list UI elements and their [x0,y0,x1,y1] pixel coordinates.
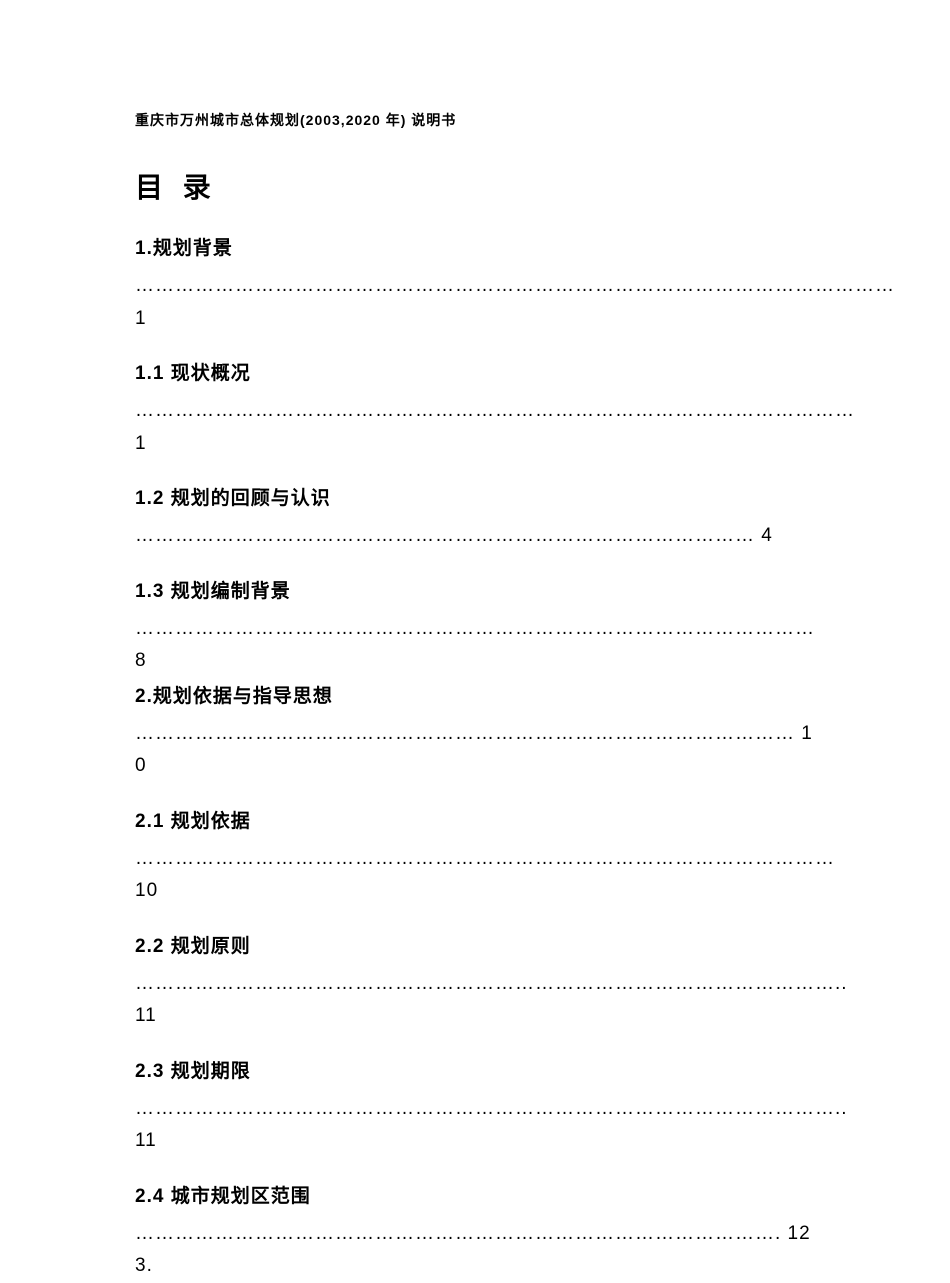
entry-title: 1.2 规划的回顾与认识 [135,484,820,514]
entry-title: 2.2 规划原则 [135,932,820,962]
toc-entry: 2.2 规划原则 …………………………………………………………………………………… [135,932,820,1033]
entry-dots: ……………………………………………………………………………………… 10 [135,718,820,783]
entry-title: 2.1 规划依据 [135,807,820,837]
entry-dots: …………………………………………………………………………………………… 10 [135,843,820,908]
toc-entry: 1.规划背景 ………………………………………………………………………………………… [135,234,820,335]
toc-entry: 2.4 城市规划区范围 …………………………………………………………………………… [135,1182,820,1283]
entry-dots: ………………………………………………………………………………… 4 [135,520,820,552]
entry-title: 1.1 现状概况 [135,359,820,389]
entry-title: 2.3 规划期限 [135,1057,820,1087]
entry-title: 1.规划背景 [135,234,820,264]
entry-dots: ……………………………………………………………………………………………… 1 [135,395,820,460]
entry-title: 2.规划依据与指导思想 [135,682,820,712]
entry-dots: …………………………………………………………………………………………….. 11 [135,968,820,1033]
entry-dots: …………………………………………………………………………………………………… 1 [135,270,820,335]
entry-dots: ………………………………………………………………………………………… 8 [135,613,820,678]
entry-title: 2.4 城市规划区范围 [135,1182,820,1212]
toc-entry: 1.1 现状概况 …………………………………………………………………………………… [135,359,820,460]
entry-dots: …………………………………………………………………………………………….. 11 [135,1093,820,1158]
toc-entry: 1.2 规划的回顾与认识 ………………………………………………………………………… [135,484,820,553]
toc-entry: 2.规划依据与指导思想 …………………………………………………………………………… [135,682,820,783]
toc-entry: 2.3 规划期限 …………………………………………………………………………………… [135,1057,820,1158]
toc-entry: 2.1 规划依据 …………………………………………………………………………………… [135,807,820,908]
toc-entry: 1.3 规划编制背景 ……………………………………………………………………………… [135,577,820,678]
toc-title: 目 录 [135,166,820,206]
document-header: 重庆市万州城市总体规划(2003,2020 年) 说明书 [135,110,820,130]
entry-title: 1.3 规划编制背景 [135,577,820,607]
entry-dots: ……………………………………………………………………………………. 12 3. [135,1218,820,1283]
